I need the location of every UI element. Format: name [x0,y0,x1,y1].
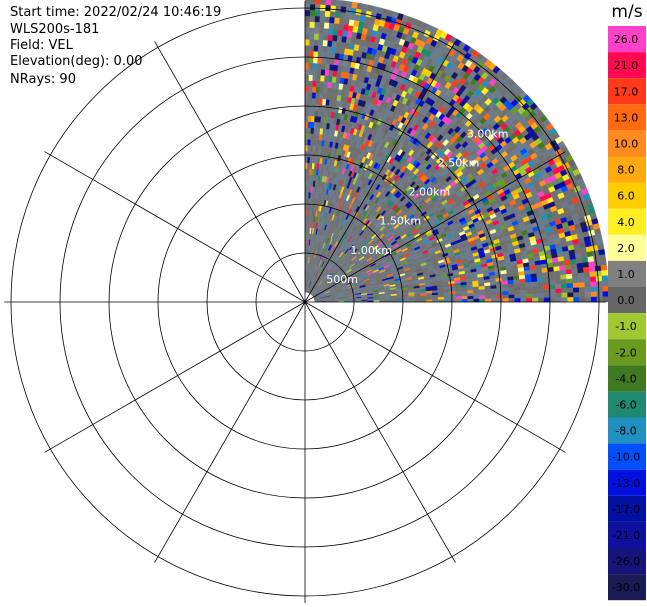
colorbar-tick-label: -30.0 [612,581,640,594]
colorbar-tick-label: -17.0 [612,503,640,516]
colorbar-tick-label: -1.0 [615,320,636,333]
colorbar-unit-label: m/s [611,2,642,22]
colorbar-tick-label: 4.0 [617,216,635,229]
colorbar-tick-label: -10.0 [612,451,640,464]
velocity-cell [304,0,311,5]
colorbar-tick-label: 8.0 [617,164,635,177]
velocity-cell [325,0,332,6]
colorbar-tick-label: 26.0 [614,33,639,46]
colorbar-tick-label: 17.0 [614,85,639,98]
colorbar-tick-label: -13.0 [612,477,640,490]
colorbar-tick-label: 21.0 [614,59,639,72]
colorbar-tick-label: 0.0 [617,294,635,307]
colorbar-tick-label: 13.0 [614,111,639,124]
colorbar-tick-label: 2.0 [617,242,635,255]
velocity-cell [320,0,327,5]
colorbar-tick-label: -6.0 [615,398,636,411]
velocity-cell [315,0,321,5]
velocity-cells [304,0,609,303]
colorbar-tick-label: -21.0 [612,529,640,542]
colorbar-tick-label: -4.0 [615,372,636,385]
colorbar-tick-label: 6.0 [617,190,635,203]
colorbar-tick-label: -8.0 [615,425,636,438]
colorbar-tick-label: 10.0 [614,137,639,150]
colorbar-tick-label: -2.0 [615,346,636,359]
colorbar-tick-label: -26.0 [612,555,640,568]
colorbar-tick-label: 1.0 [617,268,635,281]
velocity-cell [310,0,316,5]
velocity-cell [330,0,337,6]
